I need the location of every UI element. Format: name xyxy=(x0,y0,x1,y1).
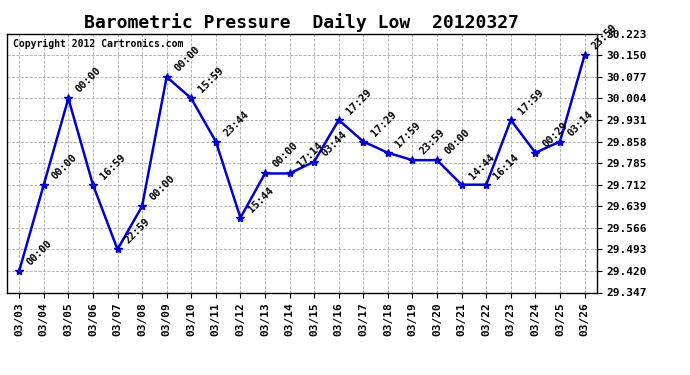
Text: 00:00: 00:00 xyxy=(148,174,177,203)
Text: 17:59: 17:59 xyxy=(393,120,423,149)
Title: Barometric Pressure  Daily Low  20120327: Barometric Pressure Daily Low 20120327 xyxy=(84,13,520,32)
Text: 00:00: 00:00 xyxy=(74,66,103,95)
Text: 17:29: 17:29 xyxy=(369,109,398,138)
Text: 22:59: 22:59 xyxy=(123,217,152,246)
Text: 03:44: 03:44 xyxy=(319,129,349,158)
Text: 00:00: 00:00 xyxy=(442,128,472,157)
Text: Copyright 2012 Cartronics.com: Copyright 2012 Cartronics.com xyxy=(13,39,183,49)
Text: 00:00: 00:00 xyxy=(172,44,201,74)
Text: 15:59: 15:59 xyxy=(197,66,226,95)
Text: 15:44: 15:44 xyxy=(246,185,275,214)
Text: 23:59: 23:59 xyxy=(590,22,620,52)
Text: 14:44: 14:44 xyxy=(467,152,496,181)
Text: 17:14: 17:14 xyxy=(295,141,324,170)
Text: 23:59: 23:59 xyxy=(418,128,447,157)
Text: 00:00: 00:00 xyxy=(49,152,79,181)
Text: 00:00: 00:00 xyxy=(25,238,54,267)
Text: 16:14: 16:14 xyxy=(492,152,521,181)
Text: 03:14: 03:14 xyxy=(566,109,595,138)
Text: 17:29: 17:29 xyxy=(344,87,373,117)
Text: 00:29: 00:29 xyxy=(541,120,570,149)
Text: 17:59: 17:59 xyxy=(516,87,546,117)
Text: 23:44: 23:44 xyxy=(221,109,250,138)
Text: 00:00: 00:00 xyxy=(270,141,299,170)
Text: 16:59: 16:59 xyxy=(99,152,128,181)
